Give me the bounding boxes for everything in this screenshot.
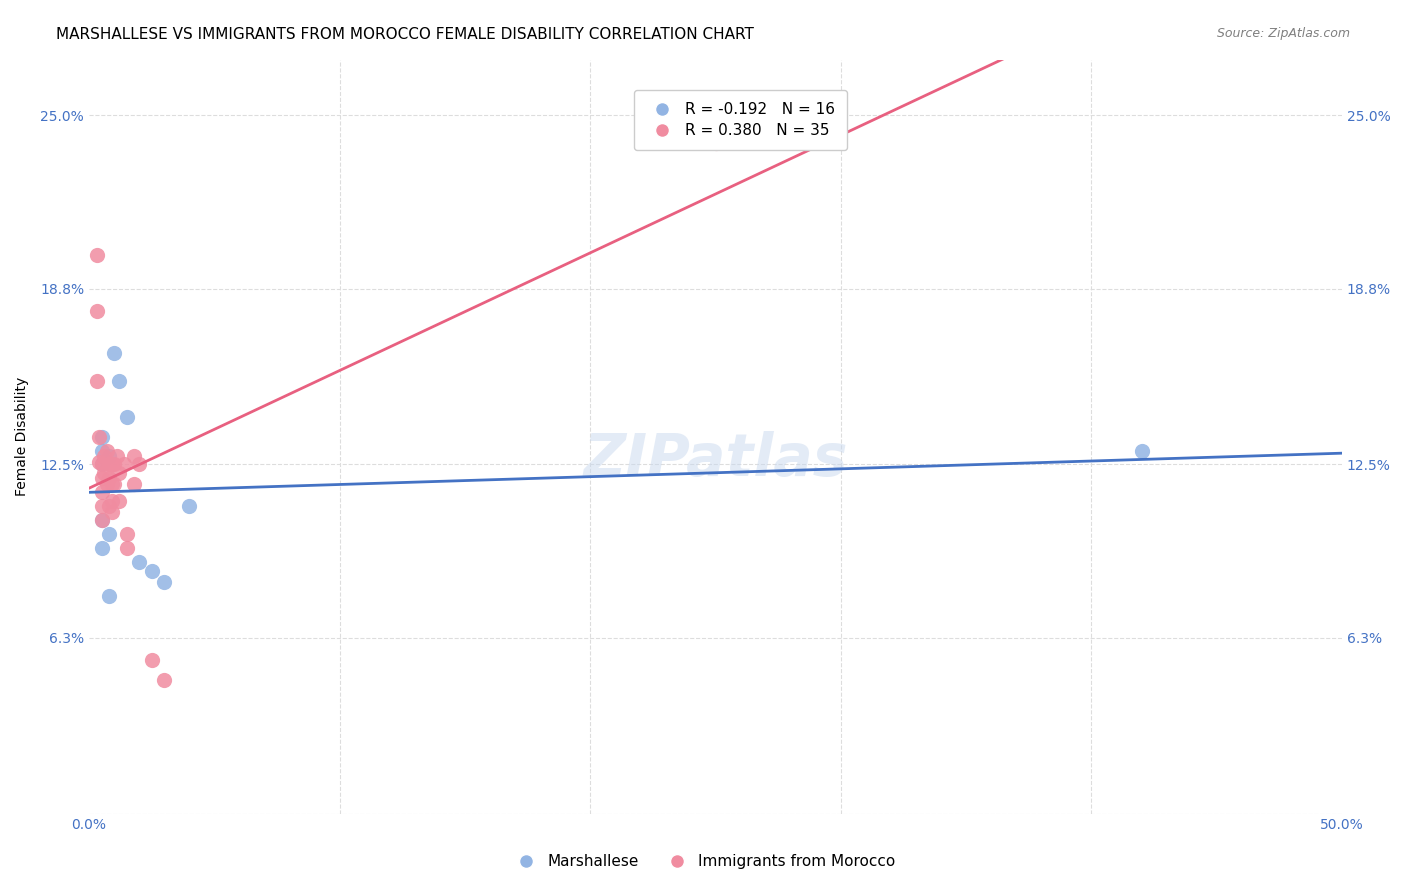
Point [100, 477, 122, 491]
Point [115, 527, 138, 541]
Point [108, 493, 131, 508]
Point [103, 477, 125, 491]
Point [90, 541, 112, 556]
Point [98, 449, 121, 463]
Point [98, 527, 121, 541]
Point [90, 443, 112, 458]
Point [128, 458, 150, 472]
Text: Source: ZipAtlas.com: Source: ZipAtlas.com [1216, 27, 1350, 40]
Point [90, 500, 112, 514]
Point [1130, 443, 1153, 458]
Point [90, 513, 112, 527]
Point [141, 564, 163, 578]
Point [100, 505, 122, 519]
Point [112, 458, 135, 472]
Point [86, 374, 108, 388]
Point [86, 304, 108, 318]
Point [103, 458, 125, 472]
Point [90, 429, 112, 443]
Point [98, 458, 121, 472]
Point [90, 458, 112, 472]
Point [115, 410, 138, 425]
Point [128, 555, 150, 569]
Point [90, 458, 112, 472]
Point [98, 589, 121, 603]
Point [90, 513, 112, 527]
Point [96, 443, 118, 458]
Point [87, 455, 110, 469]
Point [122, 477, 145, 491]
Point [103, 346, 125, 360]
Point [153, 574, 176, 589]
Point [96, 477, 118, 491]
Legend: R = -0.192   N = 16, R = 0.380   N = 35: R = -0.192 N = 16, R = 0.380 N = 35 [634, 90, 846, 151]
Point [86, 248, 108, 262]
Point [90, 485, 112, 500]
Point [122, 449, 145, 463]
Point [108, 374, 131, 388]
Text: ZIPatlas: ZIPatlas [583, 431, 848, 488]
Point [115, 541, 138, 556]
Point [153, 673, 176, 687]
Point [98, 500, 121, 514]
Point [100, 458, 122, 472]
Point [108, 466, 131, 480]
Point [141, 653, 163, 667]
Point [105, 449, 128, 463]
Text: MARSHALLESE VS IMMIGRANTS FROM MOROCCO FEMALE DISABILITY CORRELATION CHART: MARSHALLESE VS IMMIGRANTS FROM MOROCCO F… [56, 27, 754, 42]
Point [98, 471, 121, 485]
Point [90, 471, 112, 485]
Point [179, 500, 201, 514]
Point [87, 429, 110, 443]
Legend: Marshallese, Immigrants from Morocco: Marshallese, Immigrants from Morocco [505, 848, 901, 875]
Point [93, 449, 115, 463]
Point [100, 493, 122, 508]
Point [704, 136, 727, 151]
Point [93, 466, 115, 480]
Y-axis label: Female Disability: Female Disability [15, 377, 30, 496]
